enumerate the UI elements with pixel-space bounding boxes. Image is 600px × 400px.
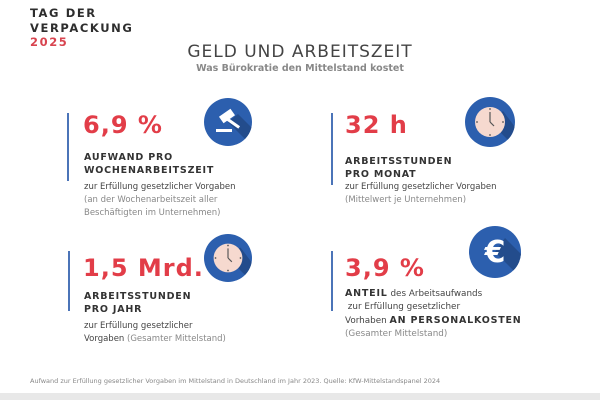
stat-note-line: (Gesamter Mittelstand) (345, 329, 448, 339)
stat-note-line: Beschäftigten im Unternehmen) (84, 208, 221, 218)
stat-desc-line: zur Erfüllung gesetzlicher Vorgaben (345, 182, 497, 192)
logo: TAG DER VERPACKUNG 2025 (30, 6, 133, 50)
stat-desc-line: Vorgaben (84, 334, 125, 344)
stat-heading: AUFWAND PRO WOCHENARBEITSZEIT (84, 151, 214, 177)
card-divider (331, 113, 333, 185)
stat-description: zur Erfüllung gesetzlicher Vorgaben (Mit… (345, 181, 497, 207)
stat-note-line: (an der Wochenarbeitszeit aller (84, 195, 218, 205)
card-divider (68, 251, 70, 311)
stat-value: 1,5 Mrd. (83, 254, 204, 282)
stat-description: ANTEIL des Arbeitsaufwands zur Erfüllung… (345, 287, 522, 341)
stat-desc-line: zur Erfüllung gesetzlicher Vorgaben (84, 182, 236, 192)
stat-heading: ARBEITSSTUNDEN PRO JAHR (84, 290, 191, 316)
stat-heading-line: WOCHENARBEITSZEIT (84, 165, 215, 176)
clock-icon (465, 97, 515, 147)
svg-text:€: € (484, 235, 506, 270)
stat-desc-line: zur Erfüllung gesetzlicher (345, 302, 461, 312)
stat-heading-line: ARBEITSSTUNDEN (345, 156, 453, 167)
stat-description: zur Erfüllung gesetzlicher Vorgaben (Ges… (84, 320, 226, 346)
stat-value: 32 h (345, 111, 408, 139)
page-subtitle: Was Bürokratie den Mittelstand kostet (196, 63, 404, 74)
stat-note-line: (Mittelwert je Unternehmen) (345, 195, 467, 205)
stat-desc-line: zur Erfüllung gesetzlicher (84, 321, 193, 331)
stat-heading-line: ARBEITSSTUNDEN (84, 291, 192, 302)
stat-heading-line: AUFWAND PRO (84, 152, 173, 163)
bottom-strip (0, 393, 600, 400)
logo-line1: TAG DER (30, 6, 97, 20)
gavel-icon (204, 98, 252, 146)
logo-year: 2025 (30, 35, 69, 49)
stat-note-line: (Gesamter Mittelstand) (127, 334, 226, 344)
stat-heading: ANTEIL (345, 288, 388, 299)
clock-icon (204, 234, 252, 282)
euro-icon: € (469, 226, 521, 278)
stat-heading-line: PRO JAHR (84, 304, 143, 315)
stat-desc-line: Vorhaben (345, 316, 390, 326)
card-divider (331, 251, 333, 311)
page-title: GELD UND ARBEITSZEIT (187, 42, 413, 62)
stat-desc-line: des Arbeitsaufwands (387, 289, 483, 299)
logo-line2: VERPACKUNG (30, 20, 134, 35)
stat-description: zur Erfüllung gesetzlicher Vorgaben (an … (84, 181, 236, 220)
stat-value: 3,9 % (345, 254, 425, 282)
stat-heading: ARBEITSSTUNDEN PRO MONAT (345, 155, 452, 181)
card-divider (67, 113, 69, 181)
stat-value: 6,9 % (83, 111, 163, 139)
stat-heading-line: PRO MONAT (345, 169, 417, 180)
stat-heading: AN PERSONALKOSTEN (389, 315, 522, 326)
source-footnote: Aufwand zur Erfüllung gesetzlicher Vorga… (30, 377, 441, 385)
